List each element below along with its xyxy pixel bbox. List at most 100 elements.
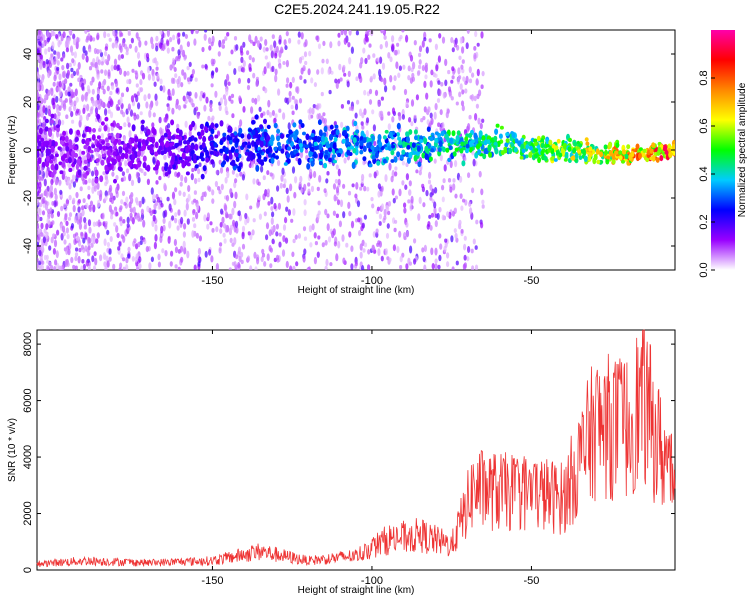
spectrogram-speckle (299, 75, 303, 80)
spectrogram-speckle (68, 62, 72, 68)
spectrogram-speckle (291, 166, 296, 174)
spectrogram-ridge-cell (370, 145, 375, 151)
spectrogram-speckle (37, 262, 39, 270)
spectrogram-speckle (471, 265, 475, 270)
spectrogram-ridge-cell (280, 148, 285, 154)
spectrogram-speckle (409, 54, 414, 62)
spectrogram-speckle (95, 238, 99, 244)
spectrogram-ridge-cell (511, 131, 516, 139)
spectrogram-ridge-cell (132, 163, 137, 169)
spectrogram-ridge-cell (517, 140, 522, 147)
spectrogram-speckle (405, 263, 409, 270)
spectrogram-speckle (186, 66, 190, 71)
spectrogram-speckle (391, 107, 396, 115)
spectrogram-speckle (446, 252, 450, 259)
spectrogram-speckle (373, 171, 377, 179)
spectrogram-ridge-cell (452, 151, 457, 157)
spectrogram-speckle (119, 216, 123, 222)
spectrogram-speckle (188, 91, 192, 97)
spectrogram-speckle (37, 71, 39, 76)
spectrogram-speckle (174, 264, 178, 269)
spectrogram-ridge-cell (509, 137, 514, 142)
spectrogram-speckle (81, 259, 85, 264)
spectrogram-speckle (278, 39, 282, 45)
spectrogram-speckle (397, 72, 401, 79)
spectrogram-ridge-cell (474, 152, 479, 159)
spectrogram-speckle (434, 73, 438, 78)
colorbar-label: Normalized spectral amplitude (737, 82, 748, 217)
spectrogram-ridge-cell (81, 150, 86, 155)
spectrogram-ridge-cell (283, 162, 288, 166)
spectrogram-ridge-cell (92, 127, 96, 133)
spectrogram-ridge-cell (251, 129, 256, 136)
spectrogram-speckle (191, 167, 195, 173)
spectrogram-speckle (45, 223, 49, 230)
spectrogram-speckle (225, 194, 230, 202)
spectrogram-ridge-cell (230, 146, 235, 153)
spectrogram-speckle (177, 75, 181, 84)
spectrogram-speckle (153, 81, 157, 87)
spectrogram-speckle (285, 206, 289, 212)
spectrogram-ridge-cell (488, 151, 492, 158)
spectrogram-speckle (90, 242, 94, 248)
spectrogram-speckle (314, 241, 318, 246)
spectrogram-speckle (82, 263, 86, 270)
spectrogram-speckle (186, 77, 191, 82)
spectrogram-ridge-cell (406, 136, 410, 144)
spectrogram-speckle (171, 46, 175, 52)
spectrogram-ridge-cell (50, 145, 55, 153)
spectrogram-ridge-cell (131, 153, 136, 161)
spectrogram-speckle (233, 181, 237, 189)
spectrogram-ridge-cell (259, 140, 264, 148)
spectrogram-speckle (337, 40, 341, 47)
spectrogram-speckle (441, 196, 445, 203)
spectrogram-speckle (198, 162, 202, 167)
spectrogram-speckle (405, 173, 409, 181)
spectrogram-speckle (39, 63, 43, 71)
spectrogram-speckle (458, 55, 462, 60)
spectrogram-speckle (266, 170, 270, 176)
spectrogram-speckle (139, 79, 143, 86)
spectrogram-ridge-cell (68, 139, 73, 147)
spectrogram-ridge-cell (562, 142, 567, 150)
spectrogram-speckle (119, 219, 123, 227)
spectrogram-speckle (233, 200, 237, 209)
spectrogram-speckle (72, 181, 76, 188)
spectrogram-speckle (303, 79, 307, 84)
spectrogram-speckle (431, 188, 435, 196)
x-tick-label: -100 (361, 575, 383, 587)
spectrogram-speckle (339, 77, 343, 82)
spectrogram-speckle (356, 99, 360, 105)
spectrogram-speckle (108, 204, 112, 213)
spectrogram-speckle (129, 109, 134, 117)
spectrogram-speckle (459, 175, 463, 183)
spectrogram-speckle (141, 72, 146, 80)
spectrogram-speckle (130, 179, 135, 186)
spectrogram-speckle (263, 261, 267, 267)
spectrogram-ridge-cell (451, 130, 456, 137)
spectrogram-speckle (409, 245, 413, 254)
spectrogram-speckle (109, 90, 113, 96)
spectrogram-speckle (298, 98, 303, 104)
spectrogram-speckle (247, 231, 251, 236)
spectrogram-speckle (324, 265, 328, 270)
spectrogram-speckle (247, 77, 251, 84)
spectrogram-speckle (70, 179, 74, 184)
spectrogram-speckle (257, 181, 261, 186)
spectrogram-speckle (87, 266, 91, 270)
spectrogram-ridge-cell (319, 152, 324, 158)
spectrogram-speckle (62, 80, 66, 85)
spectrogram-ridge-cell (154, 151, 159, 157)
spectrogram-speckle (197, 177, 201, 183)
spectrogram-speckle (66, 233, 70, 240)
spectrogram-speckle (108, 37, 112, 42)
spectrogram-speckle (71, 174, 76, 181)
spectrogram-speckle (376, 206, 381, 212)
spectrogram-speckle (82, 198, 86, 204)
spectrogram-ridge-cell (96, 135, 101, 140)
spectrogram-ridge-cell (44, 118, 49, 124)
spectrogram-speckle (300, 188, 304, 194)
spectrogram-speckle (226, 73, 230, 82)
spectrogram-speckle (348, 231, 352, 238)
spectrogram-speckle (37, 234, 39, 240)
